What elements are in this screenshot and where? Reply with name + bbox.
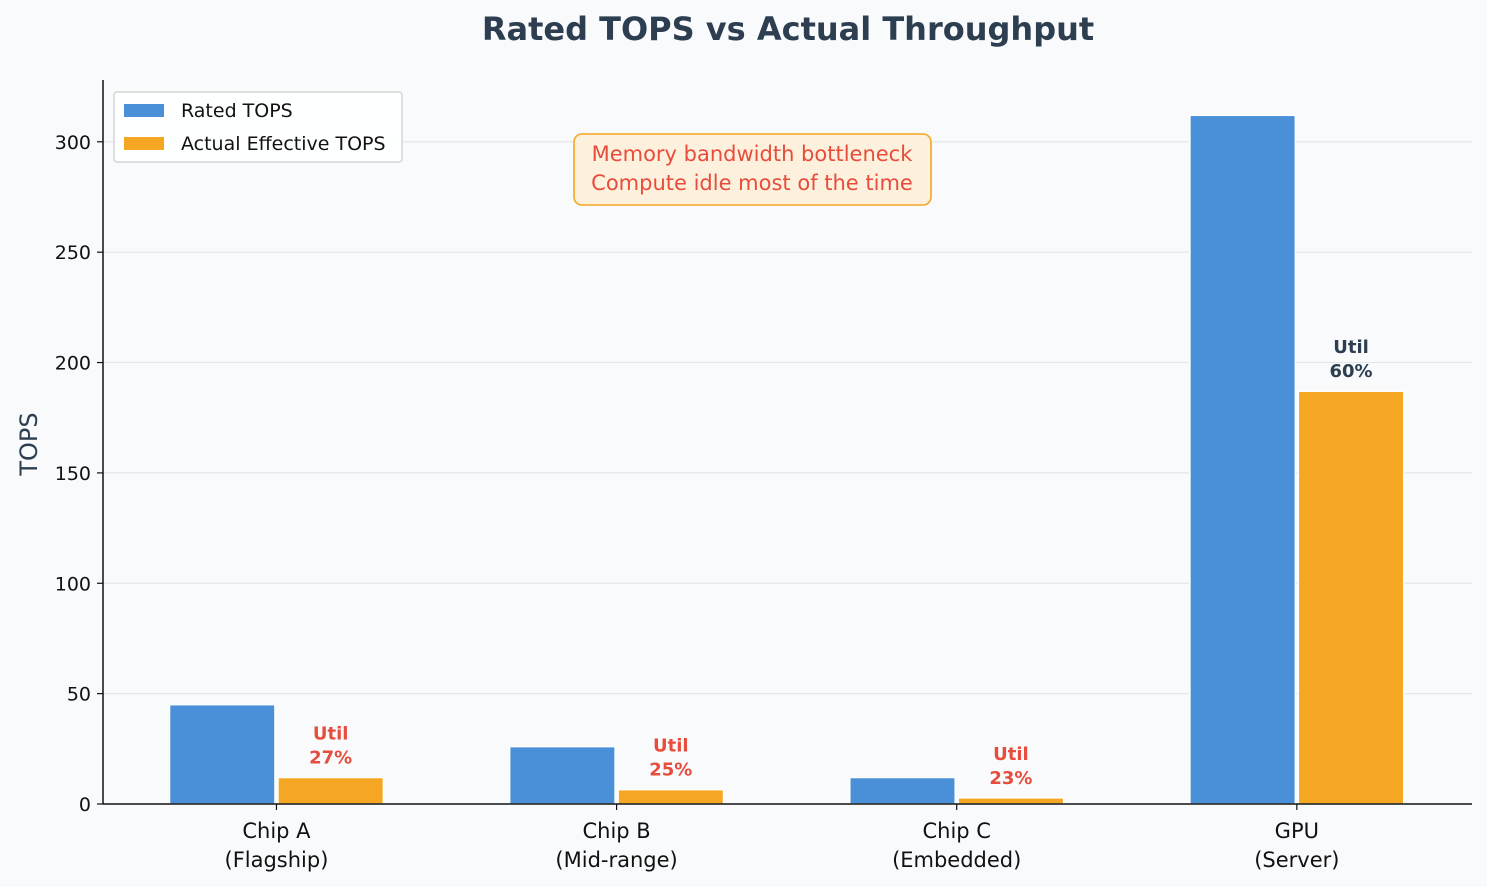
x-tick-label: GPU xyxy=(1275,819,1319,843)
legend-swatch xyxy=(124,137,164,150)
x-tick-label: Chip A xyxy=(242,819,311,843)
utilization-label: Util xyxy=(313,724,349,745)
x-tick-label: (Mid-range) xyxy=(555,848,677,872)
bars xyxy=(168,114,1405,805)
utilization-label: Util xyxy=(1333,337,1369,358)
y-tick-label: 150 xyxy=(55,463,91,485)
x-ticks: Chip A (Flagship) Chip B (Mid-range) Chip C (… xyxy=(225,804,1339,872)
utilization-label: Util xyxy=(993,744,1029,765)
y-tick-label: 250 xyxy=(55,242,91,264)
utilization-label: 23% xyxy=(989,768,1032,789)
utilization-label: 60% xyxy=(1330,361,1373,382)
x-tick-label: (Server) xyxy=(1254,848,1339,872)
utilization-label: Util xyxy=(653,736,689,757)
bar-actual xyxy=(277,776,385,805)
annotation: Memory bandwidth bottleneck Compute idle … xyxy=(573,133,932,206)
bar-rated xyxy=(1189,114,1297,805)
legend-label: Rated TOPS xyxy=(181,100,293,122)
y-tick-label: 300 xyxy=(55,132,91,154)
bar-rated xyxy=(168,703,276,805)
annotation-text: Memory bandwidth bottleneck xyxy=(592,142,914,166)
utilization-label: 25% xyxy=(649,760,692,781)
y-tick-label: 100 xyxy=(55,573,91,595)
legend-swatch xyxy=(124,104,164,117)
x-tick-label: Chip C xyxy=(922,819,990,843)
y-tick-label: 200 xyxy=(55,353,91,375)
bar-rated xyxy=(849,776,956,805)
y-axis-label: TOPS xyxy=(15,412,43,476)
chart-title: Rated TOPS vs Actual Throughput xyxy=(482,10,1094,48)
utilization-labels: Util 27% Util 25% Util 23% Util 60% xyxy=(309,337,1372,789)
y-tick-label: 50 xyxy=(67,684,91,706)
y-ticks: 0 50 100 150 200 250 300 xyxy=(55,132,103,816)
y-tick-label: 0 xyxy=(79,794,91,816)
x-tick-label: (Embedded) xyxy=(892,848,1021,872)
utilization-label: 27% xyxy=(309,748,352,769)
bar-actual xyxy=(957,797,1065,805)
axes xyxy=(102,80,1472,805)
x-tick-label: (Flagship) xyxy=(225,848,329,872)
x-tick-label: Chip B xyxy=(582,819,650,843)
annotation-box xyxy=(573,133,932,206)
bar-actual xyxy=(1297,390,1405,805)
annotation-text: Compute idle most of the time xyxy=(591,171,913,195)
legend-box xyxy=(113,91,403,163)
bar-actual xyxy=(617,788,725,805)
legend: Rated TOPS Actual Effective TOPS xyxy=(113,91,403,163)
bar-rated xyxy=(508,745,616,805)
legend-label: Actual Effective TOPS xyxy=(181,133,386,155)
